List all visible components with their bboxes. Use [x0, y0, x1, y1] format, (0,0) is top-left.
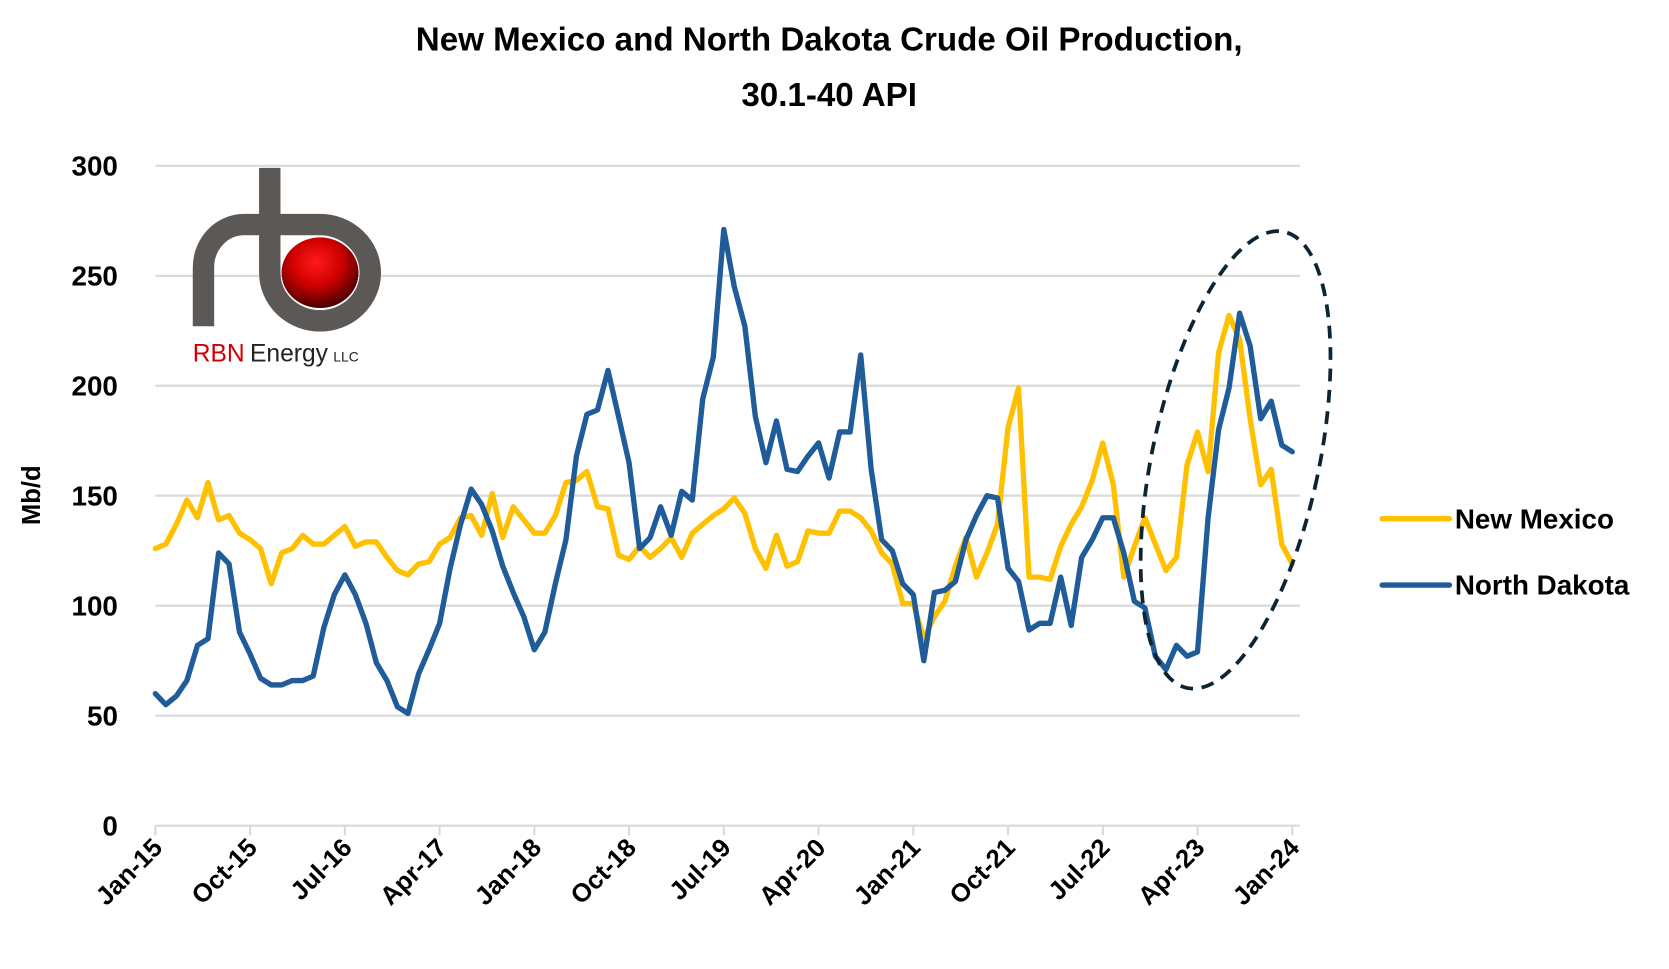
x-tick-label: Oct-18 [566, 834, 642, 910]
chart-subtitle: 30.1-40 API [741, 77, 917, 114]
legend-label: North Dakota [1455, 570, 1630, 601]
y-tick-label: 0 [102, 810, 117, 841]
logo-pipe-b [259, 167, 381, 332]
y-tick-label: 100 [72, 590, 118, 621]
logo-pipe-hook [192, 213, 270, 327]
legend-label: New Mexico [1455, 503, 1614, 534]
logo-name: Energy [250, 341, 329, 368]
x-tick-label: Jul-16 [285, 834, 357, 906]
x-axis: Jan-15 Oct-15 Jul-16 Apr-17 Jan-18 Oct-18 Jul-… [91, 824, 1306, 911]
x-tick-label: Jul-19 [664, 834, 736, 906]
x-tick-label: Jan-24 [1228, 833, 1306, 911]
series-lines [152, 226, 1295, 717]
x-tick-label: Apr-17 [375, 834, 452, 911]
x-tick-label: Jan-15 [91, 834, 168, 911]
y-tick-label: 300 [72, 150, 118, 181]
y-tick-label: 150 [72, 480, 118, 511]
x-tick-label: Jan-21 [849, 834, 926, 911]
chart-title: New Mexico and North Dakota Crude Oil Pr… [416, 21, 1243, 58]
x-tick-label: Jan-18 [470, 834, 547, 911]
y-axis-ticks: 0 50 100 150 200 250 300 [72, 150, 118, 841]
series-line-north-dakota [152, 226, 1295, 717]
x-tick-label: Oct-21 [945, 834, 1021, 910]
x-tick-label: Oct-15 [187, 834, 263, 910]
y-tick-label: 50 [87, 700, 118, 731]
y-tick-label: 200 [72, 370, 118, 401]
y-axis-label: Mb/d [18, 465, 46, 525]
x-tick-label: Jul-22 [1043, 834, 1115, 906]
legend: New Mexico North Dakota [1379, 503, 1630, 601]
series-line-new-mexico [152, 312, 1295, 642]
highlight-ellipse [1138, 229, 1333, 691]
logo-suffix: LLC [333, 349, 358, 365]
x-tick-label: Apr-23 [1133, 834, 1210, 911]
y-tick-label: 250 [72, 260, 118, 291]
x-tick-label: Apr-20 [754, 834, 831, 911]
rbn-energy-logo: RBN Energy LLC [192, 167, 381, 368]
logo-red-ball [281, 237, 359, 309]
logo-brand: RBN [193, 341, 245, 368]
